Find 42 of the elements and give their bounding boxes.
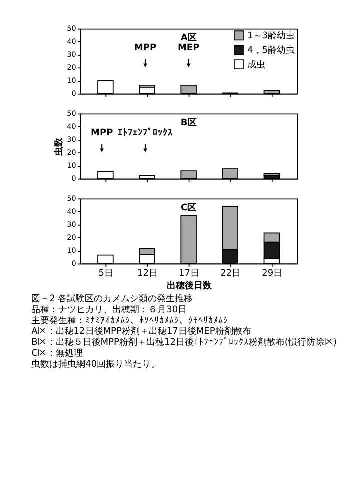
text: B区：出穂５日後MPP粉剤＋出穂12日後ｴﾄﾌｪﾝﾌﾟﾛｯｸｽ粉剤散布(慣行防除区) bbox=[32, 337, 337, 348]
text: 虫数は捕虫網40回振り当たり。 bbox=[32, 358, 160, 370]
legend-label: 成虫 bbox=[248, 59, 266, 70]
y-tick-label: 10 bbox=[67, 246, 77, 256]
y-tick-label: 10 bbox=[67, 76, 77, 86]
y-tick-label: 20 bbox=[67, 148, 77, 158]
text: 図－2 各試験区のカメムシ類の発生推移 bbox=[32, 294, 194, 305]
annotation: MPP bbox=[134, 43, 157, 54]
text: 品種：ナツヒカリ、出穂期：６月30日 bbox=[32, 304, 188, 316]
x-tick-label: 5日 bbox=[98, 268, 114, 279]
text: 主要発生種：ﾐﾅﾐｱｵｶﾒﾑｼ、ﾎｿﾍﾘｶﾒﾑｼ、ｸﾓﾍﾘｶﾒﾑｼ bbox=[32, 315, 229, 326]
text: C区 bbox=[181, 202, 197, 214]
y-tick-label: 10 bbox=[67, 161, 77, 170]
text: B区 bbox=[180, 118, 197, 129]
y-tick-label: 50 bbox=[67, 109, 77, 118]
legend-label: 4，5齢幼虫 bbox=[248, 44, 296, 56]
x-tick-label: 22日 bbox=[220, 268, 242, 279]
x-tick-label: 17日 bbox=[179, 268, 200, 279]
y-tick-label: 20 bbox=[67, 63, 77, 72]
y-tick-label: 0 bbox=[72, 259, 77, 268]
legend-label: 1～3齢幼虫 bbox=[248, 30, 296, 42]
y-tick-label: 30 bbox=[67, 135, 77, 144]
y-tick-label: 20 bbox=[67, 233, 77, 242]
text: A区：出穂12日後MPP粉剤＋出穂17日後MEP粉剤散布 bbox=[32, 326, 252, 338]
annotation: MEP bbox=[178, 43, 200, 54]
x-axis-title: 出穂後日数 bbox=[166, 280, 213, 292]
y-tick-label: 0 bbox=[72, 174, 77, 184]
y-tick-label: 30 bbox=[67, 220, 77, 229]
y-tick-label: 40 bbox=[67, 122, 77, 132]
x-tick-label: 29日 bbox=[262, 268, 283, 279]
x-tick-label: 12日 bbox=[137, 268, 158, 279]
y-tick-label: 0 bbox=[72, 89, 77, 98]
y-tick-label: 40 bbox=[67, 206, 77, 216]
text: C区：無処理 bbox=[32, 348, 83, 359]
y-tick-label: 40 bbox=[67, 37, 77, 46]
text: A区 bbox=[180, 32, 197, 44]
annotation: MPP bbox=[91, 128, 114, 138]
y-tick-label: 50 bbox=[67, 24, 77, 34]
annotation: ｴﾄﾌｪﾝﾌﾟﾛｯｸｽ bbox=[118, 127, 173, 138]
y-tick-label: 30 bbox=[67, 50, 77, 60]
y-axis-title: 虫数 bbox=[54, 136, 65, 157]
y-tick-label: 50 bbox=[67, 194, 77, 203]
